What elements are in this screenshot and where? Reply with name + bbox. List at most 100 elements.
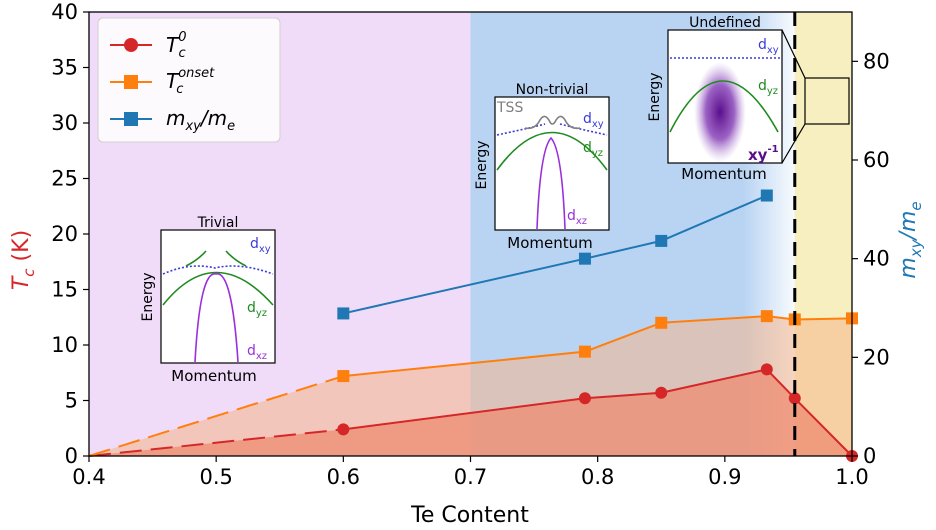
inset-nontrivial-tss-label: TSS	[496, 100, 523, 116]
series-0-point-2	[578, 392, 591, 405]
axes: 0.4 0.5 0.6 0.7 0.8 0.9 1.00510152025303540020…	[51, 0, 889, 489]
series-0-segment-4	[766, 368, 796, 399]
inset-trivial-frame	[160, 229, 276, 364]
zoom-connector-bottom	[781, 123, 806, 164]
inset-undefined-title: Undefined	[689, 15, 761, 31]
inset-undefined-incoherent-blob	[694, 62, 746, 162]
series-lines	[88, 194, 853, 457]
inset-undefined: Undefined Momentum Energy dxy dyz xy-1	[647, 15, 850, 183]
series-2-point-3	[760, 189, 773, 202]
series-1-point-2	[578, 345, 591, 358]
inset-undefined-xy-label: xy-1	[748, 144, 779, 164]
inset-trivial-dxy-band-upper-left	[185, 250, 207, 267]
left-axis-label-unit: (K)	[9, 230, 34, 269]
zoom-connector-top	[781, 29, 806, 79]
inset-nontrivial-title: Non-trivial	[516, 82, 589, 98]
series-0-segment-0	[88, 428, 344, 457]
inset-trivial-ylabel: Energy	[140, 272, 156, 321]
inset-trivial-dxz-label: dxz	[247, 343, 267, 362]
y-right-tick-label-3: 60	[863, 148, 890, 172]
y-left-tick-label-3: 15	[51, 278, 78, 302]
y-left-tick-label-4: 20	[51, 222, 78, 246]
x-tick-label-2: 0.6	[327, 465, 360, 489]
y-right-tick-label-4: 80	[863, 49, 890, 73]
y-left-tick-label-2: 10	[51, 333, 78, 357]
series-0-point-3	[655, 386, 668, 399]
y-left-tick-label-6: 30	[51, 111, 78, 135]
series-0-segment-1	[343, 397, 586, 431]
x-axis-label: Te Content	[410, 503, 529, 528]
inset-undefined-dyz-band	[669, 80, 779, 133]
y-right-tick-label-1: 20	[863, 345, 890, 369]
series-0-point-4	[760, 363, 773, 376]
series-1-segment-2	[584, 321, 662, 353]
inset-nontrivial-dyz-label: dyz	[583, 140, 603, 159]
series-0-point-1	[337, 423, 350, 436]
legend: T0 c Tonset c mxy/me	[97, 17, 281, 143]
inset-nontrivial-dxz-band	[536, 136, 566, 230]
legend-label-mass: mxy/me	[166, 106, 235, 134]
series-0-segment-5	[794, 397, 853, 457]
inset-nontrivial-xlabel: Momentum	[507, 234, 592, 252]
inset-nontrivial-frame	[494, 96, 610, 231]
x-tick-label-4: 0.8	[581, 465, 614, 489]
series-2-point-2	[655, 234, 668, 247]
x-tick-label-3: 0.7	[454, 465, 487, 489]
x-tick-label-1: 0.5	[199, 465, 232, 489]
series-0-point-5	[788, 392, 801, 405]
inset-trivial-dxz-band	[194, 273, 239, 363]
inset-trivial-xlabel: Momentum	[171, 367, 256, 385]
series-0-segment-2	[584, 391, 662, 400]
inset-trivial: Trivial Momentum Energy dxy dyz dxz	[140, 215, 276, 385]
right-axis-label: mxy/me	[896, 201, 925, 278]
series-1-segment-5	[794, 317, 853, 321]
inset-nontrivial-tss-band	[524, 115, 581, 130]
series-1-point-3	[655, 316, 668, 329]
inset-nontrivial-ylabel: Energy	[474, 140, 490, 189]
left-axis-label: Tc (K)	[9, 230, 38, 290]
inset-trivial-dyz-band	[162, 271, 274, 306]
inset-nontrivial-dxz-label: dxz	[567, 208, 587, 227]
inset-trivial-dyz-label: dyz	[247, 300, 267, 319]
series-0-segment-3	[661, 368, 768, 394]
right-axis-label-suffix: /m	[896, 211, 921, 242]
right-axis-label-sub-e: e	[907, 201, 925, 210]
right-axis-label-m: m	[896, 257, 921, 278]
y-left-tick-label-7: 35	[51, 56, 78, 80]
y-right-tick-label-2: 40	[863, 247, 890, 271]
inset-nontrivial: Non-trivial Momentum Energy TSS dxy dyz …	[474, 82, 610, 252]
y-right-tick-label-0: 0	[863, 444, 876, 468]
y-left-tick-label-1: 5	[65, 389, 78, 413]
series-1-point-4	[760, 310, 773, 323]
inset-trivial-dxy-band	[162, 265, 274, 275]
inset-trivial-dxy-label: dxy	[250, 236, 271, 255]
right-axis-label-sub: xy	[907, 238, 925, 258]
inset-nontrivial-dyz-band	[496, 131, 608, 171]
x-tick-label-5: 0.9	[708, 465, 741, 489]
legend-label-tc0: T0 c	[166, 30, 187, 61]
inset-nontrivial-dxy-label: dxy	[583, 111, 604, 130]
series-1-segment-1	[343, 350, 586, 378]
left-axis-label-symbol: T	[9, 275, 34, 290]
inset-undefined-dyz-label: dyz	[758, 78, 778, 97]
legend-marker-mass	[124, 112, 138, 126]
legend-label-tconset: Tonset c	[166, 66, 215, 97]
x-tick-label-6: 1.0	[835, 465, 868, 489]
inset-undefined-xlabel: Momentum	[681, 165, 766, 183]
inset-trivial-dxy-band-upper-right	[225, 250, 247, 267]
series-1-segment-3	[661, 315, 767, 324]
series-2-point-0	[337, 307, 350, 320]
series-2-segment-0	[343, 257, 586, 315]
x-tick-label-0: 0.4	[72, 465, 105, 489]
y-left-tick-label-0: 0	[65, 444, 78, 468]
zoom-box	[804, 77, 850, 125]
series-fills	[89, 316, 852, 456]
legend-marker-tconset	[124, 75, 138, 89]
left-axis-label-sub: c	[20, 268, 38, 277]
inset-undefined-dxy-label: dxy	[758, 37, 779, 56]
series-1-segment-0	[88, 375, 344, 457]
y-left-tick-label-5: 25	[51, 167, 78, 191]
fill-0	[89, 369, 852, 456]
legend-marker-tc0	[124, 38, 138, 52]
